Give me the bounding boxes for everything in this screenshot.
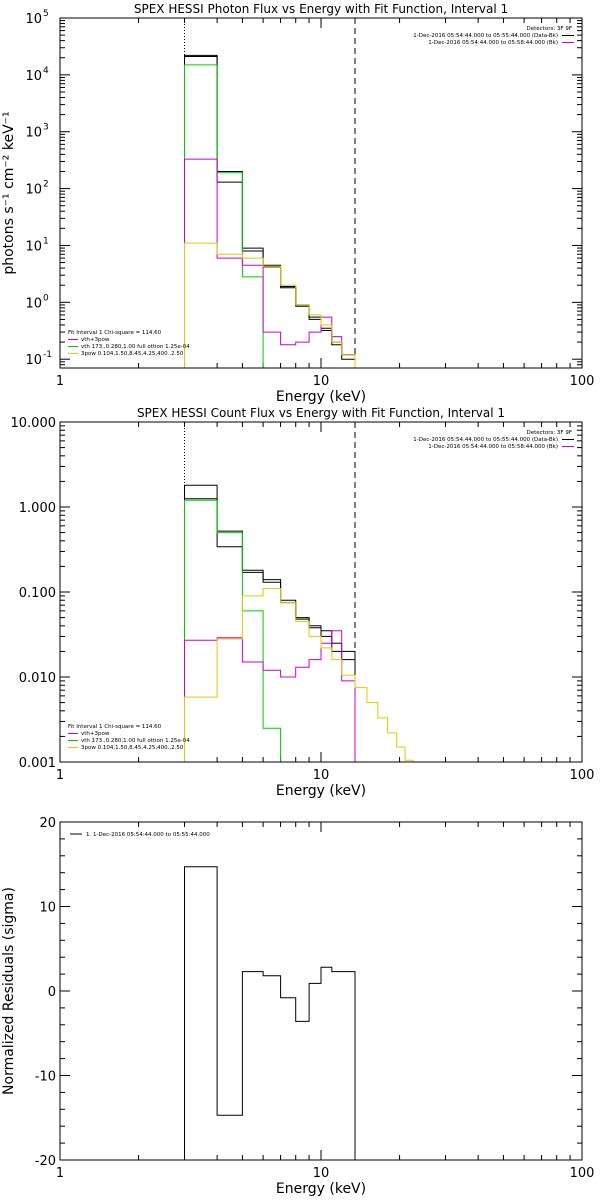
y-tick-label: 10	[25, 69, 42, 84]
fit-legend-entry: vth+3pow	[81, 337, 110, 343]
interval-bk-label: 1-Dec-2016 05:54:44.000 to 05:58:44.000 …	[428, 40, 558, 46]
series-line-3	[184, 64, 264, 368]
y-tick-label: -20	[35, 1154, 56, 1169]
series-group	[184, 866, 356, 1160]
y-tick-label: 0	[48, 985, 56, 1000]
y-tick-label: 10	[25, 353, 42, 368]
y-axis-label: Normalized Residuals (sigma)	[1, 887, 17, 1095]
series-group	[184, 54, 356, 368]
x-axis-label: Energy (keV)	[276, 389, 366, 405]
series-line-1	[184, 866, 356, 1160]
chart-title: SPEX HESSI Count Flux vs Energy with Fit…	[137, 406, 505, 420]
y-axis-label: photons s⁻¹ cm⁻² keV⁻¹	[1, 111, 17, 274]
chart-panel-2: SPEX HESSI Count Flux vs Energy with Fit…	[11, 406, 595, 799]
y-tick-label: -10	[35, 1070, 56, 1085]
y-tick-label: 10	[25, 239, 42, 254]
x-tick-label: 100	[570, 374, 595, 389]
info-legend: 1. 1-Dec-2016 05:54:44.000 to 05:55:44.0…	[70, 832, 210, 838]
fit-legend: Fit Interval 1 Chi-square = 114.60vth+3p…	[68, 724, 190, 751]
interval-bk-label: 1-Dec-2016 05:54:44.000 to 05:58:44.000 …	[428, 444, 558, 450]
detectors-label: Detectors: 3F 9F	[526, 430, 572, 436]
info-legend: Detectors: 3F 9F1-Dec-2016 05:54:44.000 …	[413, 26, 574, 46]
series-line-5	[184, 588, 414, 762]
x-tick-label: 10	[313, 1166, 330, 1181]
y-tick-exponent: 5	[43, 9, 49, 19]
y-tick-exponent: 3	[43, 123, 49, 133]
series-line-2	[184, 498, 356, 762]
y-tick-exponent: -1	[43, 350, 52, 360]
series-line-2	[184, 56, 356, 368]
series-line-5	[184, 242, 356, 368]
interval-data-bk-label: 1-Dec-2016 05:54:44.000 to 05:55:44.000 …	[413, 437, 558, 443]
x-tick-label: 10	[313, 768, 330, 783]
x-tick-label: 100	[570, 1166, 595, 1181]
y-tick-exponent: 2	[43, 180, 49, 190]
y-tick-label: 10	[25, 126, 42, 141]
chart-title: SPEX HESSI Photon Flux vs Energy with Fi…	[134, 2, 508, 16]
fit-legend-entry: vth+3pow	[81, 731, 110, 737]
y-tick-label: 10	[25, 12, 42, 27]
plot-frame	[59, 821, 583, 1161]
x-tick-label: 1	[56, 768, 64, 783]
y-tick-label: 10.000	[11, 416, 57, 431]
chart-panel-3: 1 10 100 -20 -10 0 10 20 Energy (keV) Normalized …	[1, 816, 594, 1197]
x-ticks: 1 10 100	[56, 822, 595, 1181]
y-tick-label: 20	[39, 816, 56, 831]
y-tick-label: 10	[25, 296, 42, 311]
x-tick-label: 1	[56, 1166, 64, 1181]
x-tick-label: 1	[56, 374, 64, 389]
y-ticks: 0.001 0.010 0.100 1.000 10.000	[11, 416, 582, 771]
y-tick-exponent: 4	[43, 66, 49, 76]
fit-legend-entry: 3pow 0.104,1.50,8.45,4.25,400.,2.50	[81, 745, 184, 751]
y-tick-label: 0.100	[19, 586, 56, 601]
residual-interval-label: 1. 1-Dec-2016 05:54:44.000 to 05:55:44.0…	[86, 832, 210, 838]
fit-legend-entry: vth 173.,0.280,1.00 full ottion 1.25e-04	[81, 344, 190, 350]
interval-data-bk-label: 1-Dec-2016 05:54:44.000 to 05:55:44.000 …	[413, 33, 558, 39]
series-line-1	[184, 484, 356, 762]
y-ticks: -20 -10 0 10 20	[35, 816, 582, 1169]
fit-legend-entry: 3pow 0.104,1.50,8.45,4.25,400.,2.50	[81, 351, 184, 357]
info-legend: Detectors: 3F 9F1-Dec-2016 05:54:44.000 …	[413, 430, 574, 450]
fit-legend: Fit Interval 1 Chi-square = 114.60vth+3p…	[68, 330, 190, 357]
y-tick-exponent: 1	[43, 236, 49, 246]
detectors-label: Detectors: 3F 9F	[526, 26, 572, 32]
fit-legend-header: Fit Interval 1 Chi-square = 114.60	[68, 330, 162, 336]
chart-panel-1: SPEX HESSI Photon Flux vs Energy with Fi…	[1, 2, 594, 405]
x-axis-label: Energy (keV)	[276, 783, 366, 799]
plot-frame	[59, 421, 583, 763]
x-tick-label: 100	[570, 768, 595, 783]
fit-legend-entry: vth 173.,0.280,1.00 full ottion 1.25e-04	[81, 738, 190, 744]
x-tick-label: 10	[313, 374, 330, 389]
y-tick-exponent: 0	[43, 293, 49, 303]
y-tick-label: 0.001	[19, 756, 56, 771]
series-line-4	[184, 158, 356, 368]
series-line-4	[184, 630, 356, 762]
x-axis-label: Energy (keV)	[276, 1181, 366, 1197]
y-tick-label: 1.000	[19, 501, 56, 516]
y-tick-label: 10	[39, 901, 56, 916]
fit-legend-header: Fit Interval 1 Chi-square = 114.60	[68, 724, 162, 730]
y-tick-label: 10	[25, 183, 42, 198]
series-group	[184, 484, 414, 762]
y-tick-label: 0.010	[19, 671, 56, 686]
plot-frame	[59, 17, 583, 369]
series-line-3	[184, 499, 282, 762]
